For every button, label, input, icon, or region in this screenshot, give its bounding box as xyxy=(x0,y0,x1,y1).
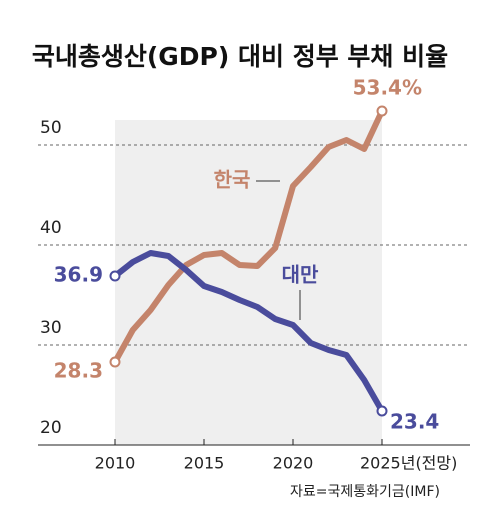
x-tick-label: 2025년(전망) xyxy=(360,454,457,473)
y-tick-label: 30 xyxy=(40,318,62,338)
end-marker xyxy=(376,105,388,117)
y-tick-label: 20 xyxy=(40,418,62,438)
series-label: 대만 xyxy=(282,263,319,287)
value-label: 23.4 xyxy=(390,410,439,434)
value-label: 36.9 xyxy=(54,263,103,287)
y-tick-label: 40 xyxy=(40,218,62,238)
value-label: 53.4% xyxy=(353,76,422,100)
shaded-area xyxy=(115,120,382,445)
end-marker xyxy=(109,270,121,282)
chart-title: 국내총생산(GDP) 대비 정부 부채 비율 xyxy=(32,42,448,71)
x-tick-label: 2015 xyxy=(184,454,225,473)
x-tick-label: 2010 xyxy=(95,454,136,473)
source: 자료=국제통화기금(IMF) xyxy=(290,484,440,500)
end-marker xyxy=(109,356,121,368)
value-label: 28.3 xyxy=(54,359,103,383)
line xyxy=(113,250,385,413)
x-tick-label: 2020 xyxy=(273,454,314,473)
series-label: 한국 xyxy=(214,168,251,192)
y-tick-label: 50 xyxy=(40,118,62,138)
line xyxy=(112,109,385,364)
end-marker xyxy=(376,405,388,417)
